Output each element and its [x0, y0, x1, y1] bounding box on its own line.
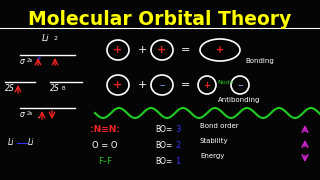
- Text: *: *: [37, 56, 41, 65]
- Text: Molecular Orbital Theory: Molecular Orbital Theory: [28, 10, 292, 29]
- Text: –: –: [237, 80, 243, 90]
- Text: –: –: [159, 80, 165, 90]
- Text: 3: 3: [175, 125, 180, 134]
- Text: Energy: Energy: [200, 153, 224, 159]
- Text: 2: 2: [175, 141, 180, 150]
- Text: A: A: [16, 86, 20, 91]
- Text: Node: Node: [217, 80, 234, 86]
- Text: Li: Li: [42, 34, 50, 43]
- Text: Antibonding: Antibonding: [218, 97, 260, 103]
- Text: BO=: BO=: [155, 141, 172, 150]
- Text: +: +: [137, 45, 147, 55]
- Text: BO=: BO=: [155, 125, 172, 134]
- Text: +: +: [137, 80, 147, 90]
- Text: 1: 1: [175, 157, 180, 166]
- Text: F–F: F–F: [98, 157, 112, 166]
- Text: +: +: [113, 80, 123, 90]
- Text: 2S: 2S: [50, 84, 60, 93]
- Text: Li: Li: [8, 138, 14, 147]
- Text: +: +: [204, 80, 211, 89]
- Text: 2s: 2s: [27, 58, 33, 63]
- Text: :N≡N:: :N≡N:: [90, 125, 120, 134]
- Text: σ: σ: [20, 57, 25, 66]
- Text: B: B: [61, 86, 65, 91]
- Text: 2: 2: [54, 36, 58, 41]
- Text: =: =: [181, 45, 191, 55]
- Text: .: .: [37, 110, 40, 120]
- Text: +: +: [157, 45, 167, 55]
- Text: =: =: [181, 80, 191, 90]
- Text: 2S: 2S: [5, 84, 15, 93]
- Text: BO=: BO=: [155, 157, 172, 166]
- Text: Li: Li: [28, 138, 34, 147]
- Text: σ: σ: [20, 110, 25, 119]
- Text: +: +: [216, 45, 224, 55]
- Text: O = O: O = O: [92, 141, 118, 150]
- Text: Stability: Stability: [200, 138, 228, 144]
- Text: +: +: [113, 45, 123, 55]
- Text: Bonding: Bonding: [245, 58, 274, 64]
- Text: 2s: 2s: [27, 111, 33, 116]
- Text: Bond order: Bond order: [200, 123, 239, 129]
